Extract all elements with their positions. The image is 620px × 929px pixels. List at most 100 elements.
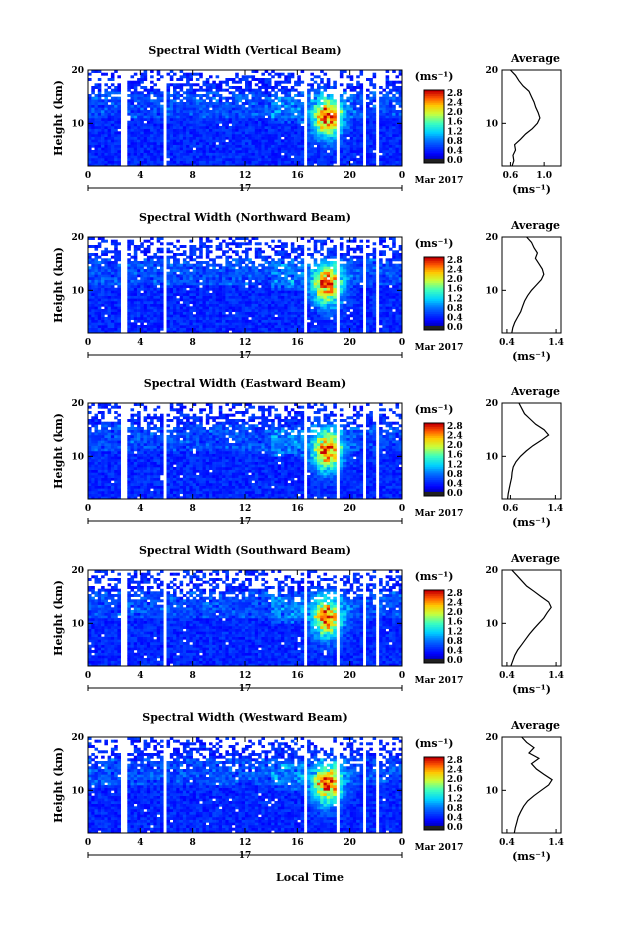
colorbar-tick-label: 0.8 (447, 804, 463, 814)
colorbar-tick-label: 2.4 (447, 766, 463, 776)
colorbar (423, 256, 445, 331)
average-x-tick-label: 1.4 (548, 838, 564, 848)
y-tick-label: 20 (71, 733, 84, 743)
x-tick-label: 0 (85, 338, 91, 348)
x-tick-label: 0 (85, 838, 91, 848)
average-profile-line (511, 236, 545, 334)
average-x-tick-label: 0.6 (503, 504, 519, 514)
x-tick-label: 8 (190, 504, 196, 514)
average-y-tick-label: 20 (485, 233, 498, 243)
x-tick-label: 12 (239, 671, 252, 681)
average-y-tick-label: 10 (485, 619, 498, 629)
colorbar-tick-label: 0.0 (447, 323, 463, 333)
colorbar-tick-label: 2.0 (447, 608, 463, 618)
y-tick-label: 20 (71, 399, 84, 409)
x-tick-label: 0 (85, 504, 91, 514)
colorbar-tick-label: 1.6 (447, 118, 463, 128)
heatmap-cells (88, 237, 403, 334)
y-tick-label: 10 (71, 786, 84, 796)
x-axis-label: Local Time (276, 871, 344, 884)
colorbar-tick-label: 0.0 (447, 156, 463, 166)
average-frame (501, 69, 562, 167)
date-center-label: 17 (239, 851, 252, 861)
x-tick-label: 20 (343, 671, 356, 681)
colorbar-tick-label: 2.4 (447, 99, 463, 109)
x-tick-label: 20 (343, 171, 356, 181)
panel-0: Spectral Width (Vertical Beam) 20 10 Height… (52, 44, 562, 196)
panel-title: Spectral Width (Vertical Beam) (148, 44, 341, 57)
colorbar-tick-label: 0.8 (447, 304, 463, 314)
colorbar-tick-label: 2.8 (447, 256, 463, 266)
average-x-tick-label: 0.4 (499, 671, 515, 681)
y-tick-label: 10 (71, 286, 84, 296)
average-y-tick-label: 10 (485, 119, 498, 129)
average-panel: Average 20 10 0.4 1.4 (ms⁻¹) (485, 219, 563, 363)
date-right-label: Mar 2017 (415, 843, 464, 853)
colorbar-unit: (ms⁻¹) (415, 737, 454, 750)
average-profile-line (510, 569, 552, 667)
x-tick-label: 4 (137, 671, 143, 681)
average-frame (501, 736, 562, 834)
colorbar-tick-label: 0.8 (447, 470, 463, 480)
heatmap-cells (88, 70, 403, 167)
colorbar-tick-label: 1.2 (447, 794, 463, 804)
average-panel: Average 20 10 0.4 1.4 (ms⁻¹) (485, 719, 563, 863)
x-tick-label: 4 (137, 838, 143, 848)
colorbar (423, 89, 445, 164)
x-tick-label: 0 (399, 171, 405, 181)
colorbar-tick-label: 0.4 (447, 646, 463, 656)
average-x-tick-label: 1.4 (548, 671, 564, 681)
average-frame (501, 569, 562, 667)
colorbar-tick-label: 0.8 (447, 637, 463, 647)
x-tick-label: 0 (399, 838, 405, 848)
average-x-tick-label: 1.4 (548, 504, 564, 514)
y-axis-label: Height (km) (52, 247, 65, 323)
x-tick-label: 8 (190, 671, 196, 681)
average-y-tick-label: 20 (485, 733, 498, 743)
average-y-tick-label: 20 (485, 66, 498, 76)
panel-title: Spectral Width (Northward Beam) (139, 211, 351, 224)
heatmap-cells (88, 570, 403, 667)
x-tick-label: 20 (343, 838, 356, 848)
colorbar-tick-label: 2.0 (447, 441, 463, 451)
x-tick-label: 0 (85, 671, 91, 681)
y-axis-label: Height (km) (52, 413, 65, 489)
x-tick-label: 20 (343, 338, 356, 348)
x-tick-label: 8 (190, 838, 196, 848)
colorbar-unit: (ms⁻¹) (415, 237, 454, 250)
average-profile-line (509, 69, 541, 167)
colorbar (423, 422, 445, 497)
x-tick-label: 16 (291, 504, 304, 514)
date-center-label: 17 (239, 184, 252, 194)
y-tick-label: 10 (71, 619, 84, 629)
colorbar-tick-label: 2.0 (447, 108, 463, 118)
colorbar-tick-label: 0.0 (447, 489, 463, 499)
average-x-tick-label: 0.6 (503, 171, 519, 181)
x-tick-label: 12 (239, 838, 252, 848)
y-axis-label: Height (km) (52, 747, 65, 823)
colorbar-tick-label: 2.0 (447, 275, 463, 285)
y-axis-label: Height (km) (52, 580, 65, 656)
date-right-label: Mar 2017 (415, 509, 464, 519)
colorbar-tick-label: 1.2 (447, 627, 463, 637)
y-tick-label: 20 (71, 66, 84, 76)
colorbar-tick-label: 0.4 (447, 313, 463, 323)
colorbar-tick-label: 1.2 (447, 294, 463, 304)
average-x-axis-label: (ms⁻¹) (512, 850, 551, 863)
colorbar-tick-label: 0.4 (447, 479, 463, 489)
average-profile-line (513, 736, 553, 834)
colorbar-tick-label: 0.4 (447, 813, 463, 823)
y-tick-label: 10 (71, 452, 84, 462)
x-tick-label: 8 (190, 171, 196, 181)
average-y-tick-label: 20 (485, 566, 498, 576)
average-panel: Average 20 10 0.6 1.4 (ms⁻¹) (485, 385, 563, 529)
colorbar-tick-label: 2.4 (447, 266, 463, 276)
date-right-label: Mar 2017 (415, 343, 464, 353)
date-center-label: 17 (239, 351, 252, 361)
x-tick-label: 0 (85, 171, 91, 181)
x-axis-label-wrap: Local Time (0, 866, 620, 885)
x-tick-label: 12 (239, 504, 252, 514)
colorbar-unit: (ms⁻¹) (415, 403, 454, 416)
x-tick-label: 12 (239, 338, 252, 348)
